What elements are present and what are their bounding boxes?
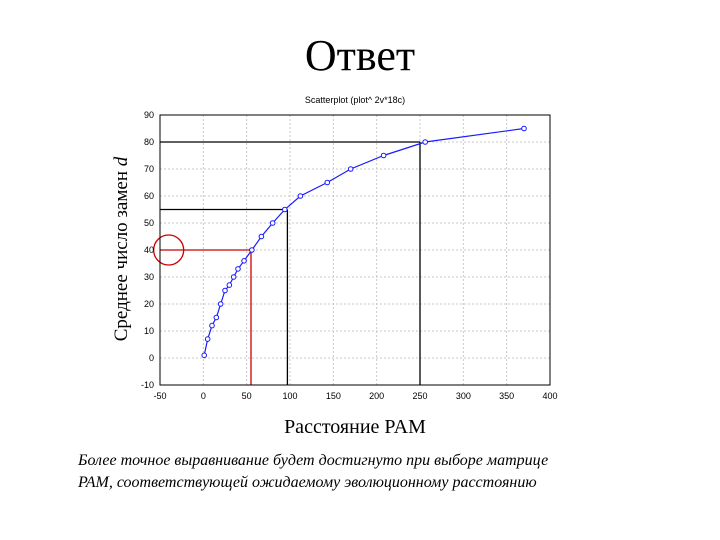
- reference-lines: [153, 141, 421, 385]
- x-tick-label: 150: [326, 391, 341, 401]
- data-point: [324, 179, 331, 186]
- data-point: [422, 139, 429, 145]
- x-tick-label: -50: [153, 391, 166, 401]
- data-point: [217, 301, 224, 307]
- data-point: [347, 166, 354, 172]
- data-point: [241, 258, 247, 264]
- x-tick-label: 300: [456, 391, 471, 401]
- slide-title: Ответ: [304, 31, 416, 80]
- data-point: [235, 266, 241, 272]
- y-tick-label: 20: [144, 299, 154, 309]
- chart-series: [201, 125, 527, 359]
- caption: Более точное выравнивание будет достигну…: [78, 450, 678, 494]
- data-point: [258, 233, 265, 240]
- y-tick-label: 10: [144, 326, 154, 336]
- x-axis-label: Расстояние PAM: [284, 416, 426, 438]
- data-point: [201, 352, 207, 359]
- y-tick-label: 0: [149, 353, 154, 363]
- x-tick-label: 350: [499, 391, 514, 401]
- x-tick-label: 400: [542, 391, 557, 401]
- data-point: [521, 125, 527, 132]
- x-tick-label: 250: [412, 391, 427, 401]
- y-tick-label: 40: [144, 245, 154, 255]
- data-point: [204, 336, 211, 342]
- x-tick-label: 0: [201, 391, 206, 401]
- series-line: [203, 127, 525, 356]
- x-tick-label: 100: [282, 391, 297, 401]
- x-tick-label: 200: [369, 391, 384, 401]
- y-tick-label: -10: [141, 380, 154, 390]
- y-tick-label: 50: [144, 218, 154, 228]
- data-point: [269, 220, 276, 226]
- data-point: [249, 247, 255, 253]
- y-tick-label: 80: [144, 137, 154, 147]
- data-point: [297, 193, 304, 199]
- tick-labels: -50 0 50 100 150 200 250 300 350 400 -10 0 10 20 30 40 5…: [141, 110, 558, 401]
- data-point: [230, 274, 237, 280]
- data-point: [226, 282, 233, 288]
- data-point: [380, 152, 387, 159]
- highlight-circle: [153, 234, 185, 266]
- plot-frame: [159, 114, 551, 386]
- data-point: [282, 206, 288, 213]
- y-tick-label: 90: [144, 110, 154, 120]
- y-tick-label: 60: [144, 191, 154, 201]
- data-point: [213, 314, 220, 321]
- caption-line: Более точное выравнивание будет достигну…: [78, 452, 549, 469]
- caption-line: PAM, соответствующей ожидаемому эволюцио…: [78, 474, 537, 491]
- chart-title: Scatterplot (plot^ 2v*18c): [304, 95, 406, 105]
- y-tick-label: 70: [144, 164, 154, 174]
- data-point: [222, 287, 228, 294]
- y-tick-label: 30: [144, 272, 154, 282]
- x-tick-label: 50: [242, 391, 252, 401]
- data-point: [209, 322, 215, 329]
